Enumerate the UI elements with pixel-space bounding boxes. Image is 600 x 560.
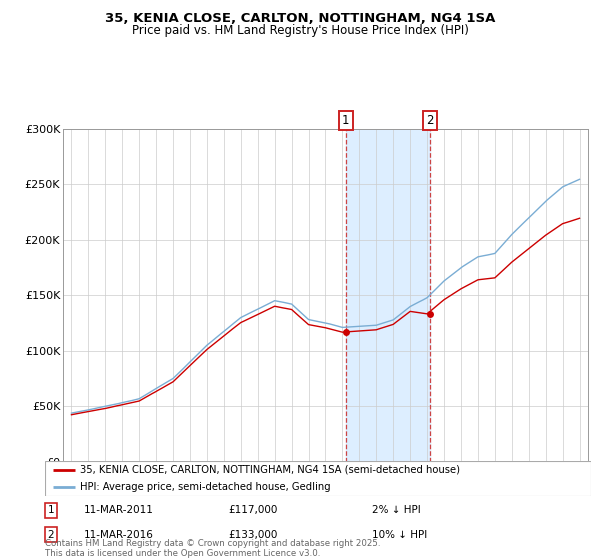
Text: £117,000: £117,000 bbox=[228, 506, 277, 515]
Text: 2: 2 bbox=[427, 114, 434, 127]
Text: 1: 1 bbox=[342, 114, 349, 127]
Text: 11-MAR-2016: 11-MAR-2016 bbox=[84, 530, 154, 539]
Text: 10% ↓ HPI: 10% ↓ HPI bbox=[372, 530, 427, 539]
Text: HPI: Average price, semi-detached house, Gedling: HPI: Average price, semi-detached house,… bbox=[80, 482, 331, 492]
Text: Contains HM Land Registry data © Crown copyright and database right 2025.
This d: Contains HM Land Registry data © Crown c… bbox=[45, 539, 380, 558]
Text: 11-MAR-2011: 11-MAR-2011 bbox=[84, 506, 154, 515]
Bar bbox=[346, 129, 430, 462]
Text: £133,000: £133,000 bbox=[228, 530, 277, 539]
Text: 2: 2 bbox=[47, 530, 55, 539]
Text: Price paid vs. HM Land Registry's House Price Index (HPI): Price paid vs. HM Land Registry's House … bbox=[131, 24, 469, 37]
Text: 35, KENIA CLOSE, CARLTON, NOTTINGHAM, NG4 1SA (semi-detached house): 35, KENIA CLOSE, CARLTON, NOTTINGHAM, NG… bbox=[80, 465, 460, 475]
Text: 35, KENIA CLOSE, CARLTON, NOTTINGHAM, NG4 1SA: 35, KENIA CLOSE, CARLTON, NOTTINGHAM, NG… bbox=[105, 12, 495, 25]
Text: 1: 1 bbox=[47, 506, 55, 515]
Text: 2% ↓ HPI: 2% ↓ HPI bbox=[372, 506, 421, 515]
